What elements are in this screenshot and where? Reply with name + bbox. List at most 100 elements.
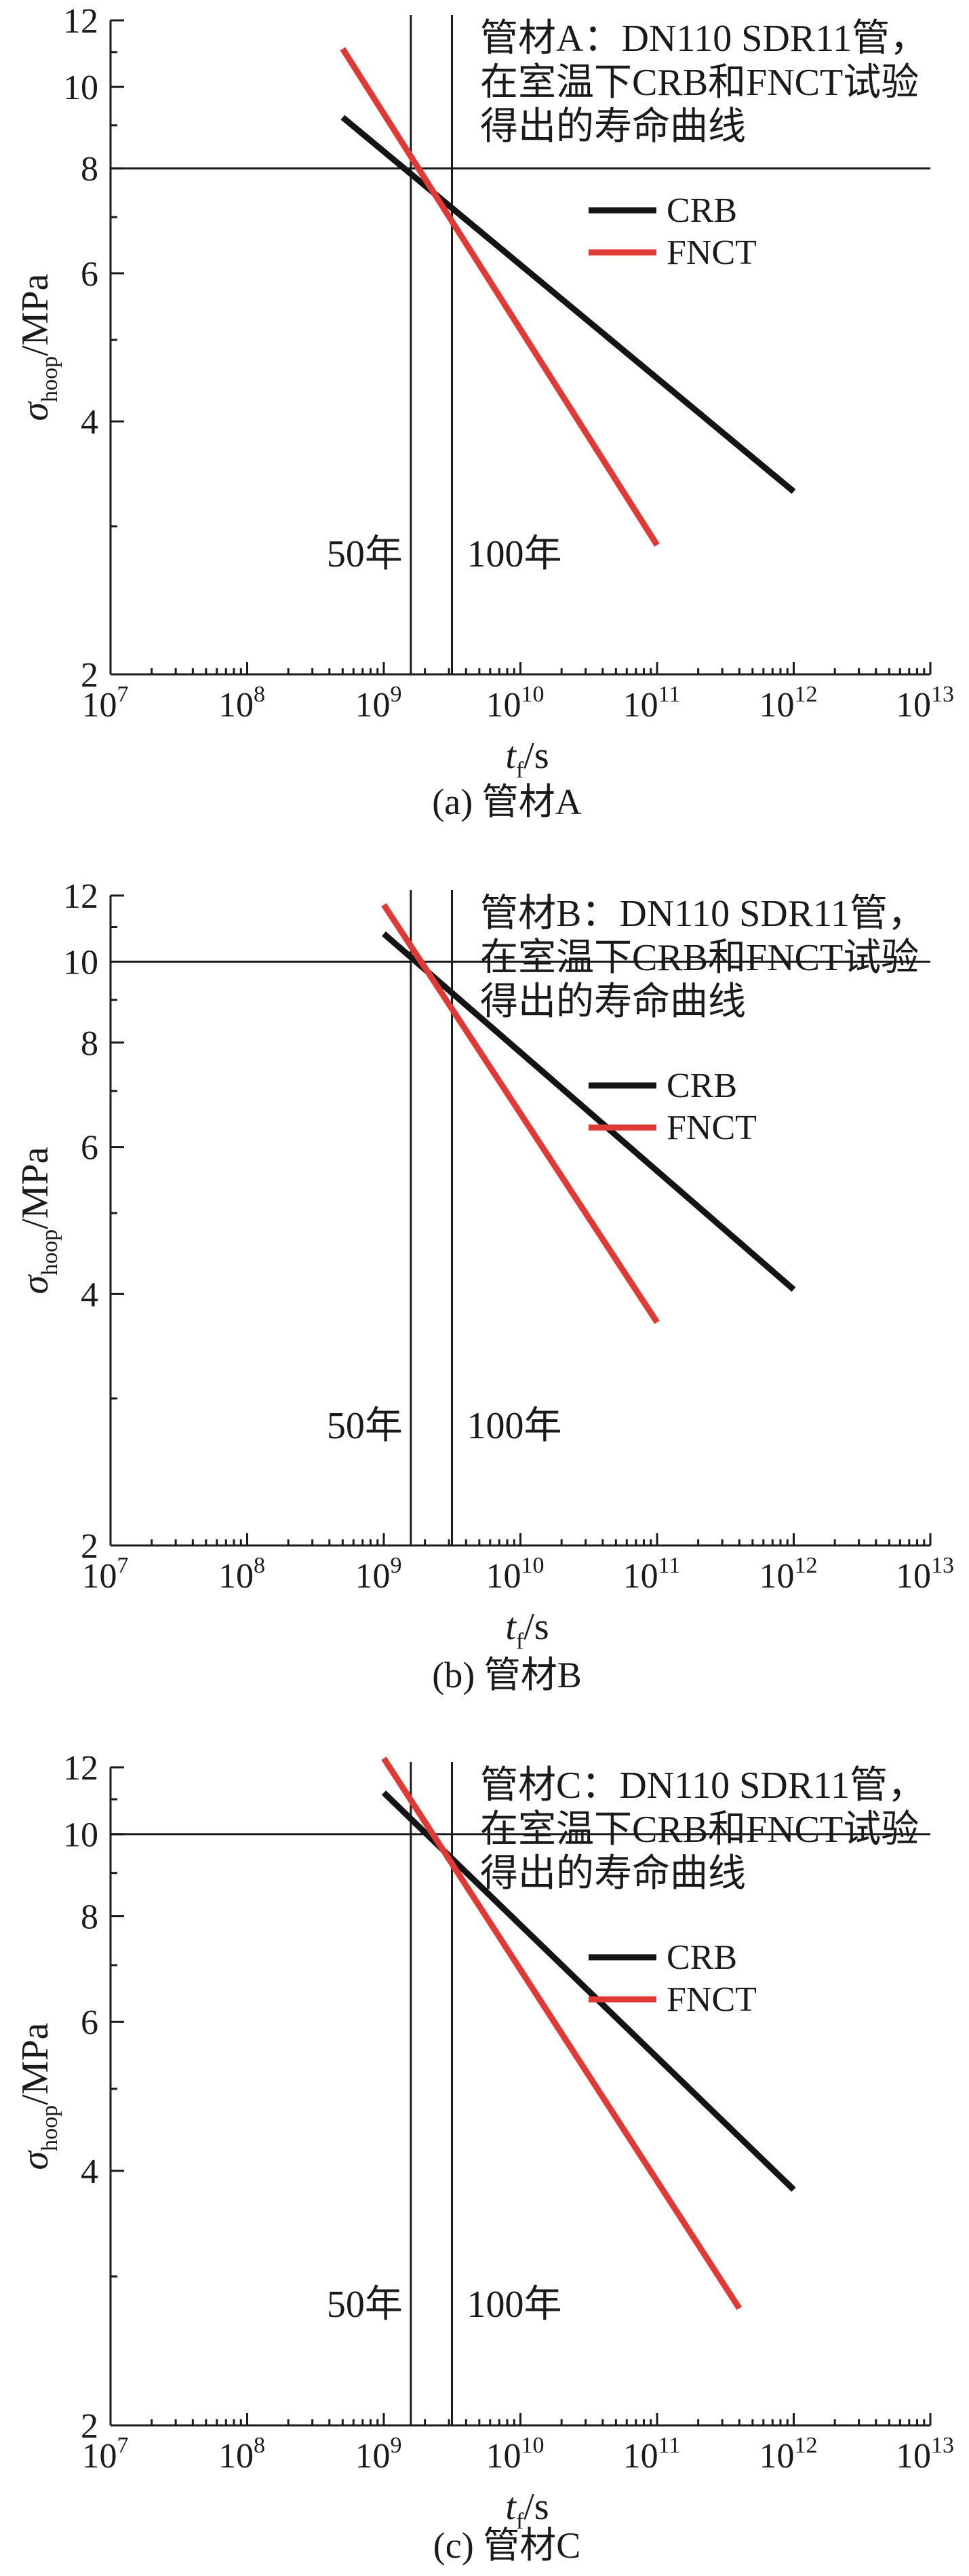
- x-axis-subscript: f: [516, 758, 524, 783]
- x-tick-exponent: 12: [795, 1553, 818, 1578]
- x-tick-label: 109: [355, 1553, 402, 1596]
- chart-title-line: 得出的寿命曲线: [480, 106, 746, 148]
- y-tick-label: 2: [81, 2407, 98, 2446]
- y-axis-symbol: σ: [14, 1273, 56, 1294]
- x-tick-exponent: 9: [391, 2433, 402, 2458]
- label-100-years: 100年: [467, 2284, 562, 2326]
- chart-title-line: 管材C：DN110 SDR11管，: [480, 1765, 926, 1807]
- y-tick-label: 10: [63, 943, 98, 982]
- x-tick-label: 1010: [486, 682, 545, 725]
- x-tick-label: 1011: [623, 1553, 681, 1596]
- legend-label-crb: CRB: [667, 191, 737, 230]
- y-tick-label: 4: [81, 1275, 98, 1314]
- figure-caption: (b) 管材B: [432, 1655, 581, 1695]
- label-100-years: 100年: [467, 1405, 562, 1447]
- label-50-years: 50年: [327, 1405, 403, 1447]
- x-tick-exponent: 13: [931, 682, 954, 707]
- legend-label-fnct: FNCT: [667, 1109, 757, 1147]
- x-tick-exponent: 11: [658, 2433, 681, 2458]
- x-tick-base: 10: [896, 1557, 931, 1596]
- chart-title-line: 得出的寿命曲线: [480, 981, 746, 1023]
- y-axis-title: σhoop/MPa: [14, 2022, 62, 2170]
- x-tick-label: 1010: [486, 2433, 545, 2476]
- x-tick-exponent: 8: [254, 1553, 265, 1578]
- x-tick-base: 10: [759, 686, 795, 725]
- x-tick-label: 1013: [896, 682, 954, 725]
- x-axis-title: tf/s: [505, 1606, 549, 1654]
- x-tick-base: 10: [759, 1557, 795, 1596]
- x-axis-subscript: f: [516, 1629, 524, 1654]
- x-tick-label: 1011: [623, 682, 681, 725]
- x-tick-base: 10: [623, 1557, 658, 1596]
- x-tick-base: 10: [486, 686, 521, 725]
- chart-title-line: 在室温下CRB和FNCT试验: [480, 62, 919, 104]
- legend-label-crb: CRB: [667, 1938, 737, 1977]
- x-tick-exponent: 12: [795, 682, 818, 707]
- y-axis-unit: /MPa: [14, 1147, 56, 1229]
- x-tick-exponent: 11: [658, 1553, 681, 1578]
- legend-label-fnct: FNCT: [667, 233, 757, 272]
- x-axis-unit: /s: [523, 735, 549, 777]
- x-tick-base: 10: [82, 1557, 117, 1596]
- x-tick-label: 108: [218, 682, 265, 725]
- x-tick-exponent: 10: [521, 1553, 545, 1578]
- x-tick-base: 10: [355, 2437, 391, 2476]
- x-tick-label: 107: [82, 1553, 129, 1596]
- y-tick-label: 6: [81, 255, 98, 294]
- y-tick-label: 2: [81, 1527, 98, 1566]
- x-tick-exponent: 10: [521, 682, 545, 707]
- x-tick-exponent: 10: [521, 2433, 545, 2458]
- y-tick-label: 6: [81, 1129, 98, 1168]
- y-axis-symbol: σ: [14, 2149, 56, 2170]
- x-tick-base: 10: [355, 1557, 391, 1596]
- y-tick-label: 12: [63, 1749, 98, 1788]
- x-tick-label: 109: [355, 2433, 402, 2476]
- x-tick-label: 1012: [759, 2433, 818, 2476]
- x-tick-label: 1010: [486, 1553, 545, 1596]
- x-tick-label: 1011: [623, 2433, 681, 2476]
- x-axis-unit: /s: [523, 2486, 549, 2528]
- x-tick-base: 10: [82, 2437, 117, 2476]
- y-axis-symbol: σ: [14, 400, 56, 421]
- x-tick-base: 10: [355, 686, 391, 725]
- x-axis-symbol: t: [505, 1606, 517, 1648]
- x-tick-base: 10: [623, 2437, 658, 2476]
- x-tick-label: 1012: [759, 682, 818, 725]
- y-axis-subscript: hoop: [37, 2105, 62, 2151]
- x-tick-label: 109: [355, 682, 402, 725]
- chart-title-line: 得出的寿命曲线: [480, 1853, 746, 1895]
- chart-title-line: 管材B：DN110 SDR11管，: [480, 893, 926, 935]
- x-tick-label: 108: [218, 2433, 265, 2476]
- y-axis-title: σhoop/MPa: [14, 1147, 62, 1294]
- x-tick-exponent: 11: [658, 682, 681, 707]
- figure-caption: (c) 管材C: [433, 2525, 580, 2566]
- y-tick-label: 8: [81, 1024, 98, 1063]
- x-tick-base: 10: [218, 686, 254, 725]
- x-tick-exponent: 9: [391, 682, 402, 707]
- y-tick-label: 8: [81, 150, 98, 189]
- x-tick-base: 10: [896, 686, 931, 725]
- x-tick-base: 10: [218, 2437, 254, 2476]
- x-tick-base: 10: [623, 686, 658, 725]
- y-axis-subscript: hoop: [37, 356, 62, 402]
- series-line-crb: [382, 931, 796, 1292]
- y-tick-label: 10: [63, 1816, 98, 1855]
- series-line-fnct: [381, 1756, 743, 2311]
- x-axis-subscript: f: [516, 2509, 524, 2534]
- x-tick-exponent: 8: [254, 2433, 265, 2458]
- series-line-fnct: [381, 903, 660, 1324]
- chart-title-line: 在室温下CRB和FNCT试验: [480, 937, 919, 979]
- y-axis-subscript: hoop: [37, 1229, 62, 1275]
- x-tick-label: 107: [82, 2433, 129, 2476]
- x-tick-label: 108: [218, 1553, 265, 1596]
- y-tick-label: 10: [63, 69, 98, 107]
- x-tick-label: 107: [82, 682, 129, 725]
- x-tick-exponent: 13: [931, 1553, 954, 1578]
- x-tick-base: 10: [486, 1557, 521, 1596]
- x-axis-symbol: t: [505, 2486, 517, 2528]
- x-tick-base: 10: [486, 2437, 521, 2476]
- y-tick-label: 12: [63, 2, 98, 41]
- y-tick-label: 4: [81, 403, 98, 442]
